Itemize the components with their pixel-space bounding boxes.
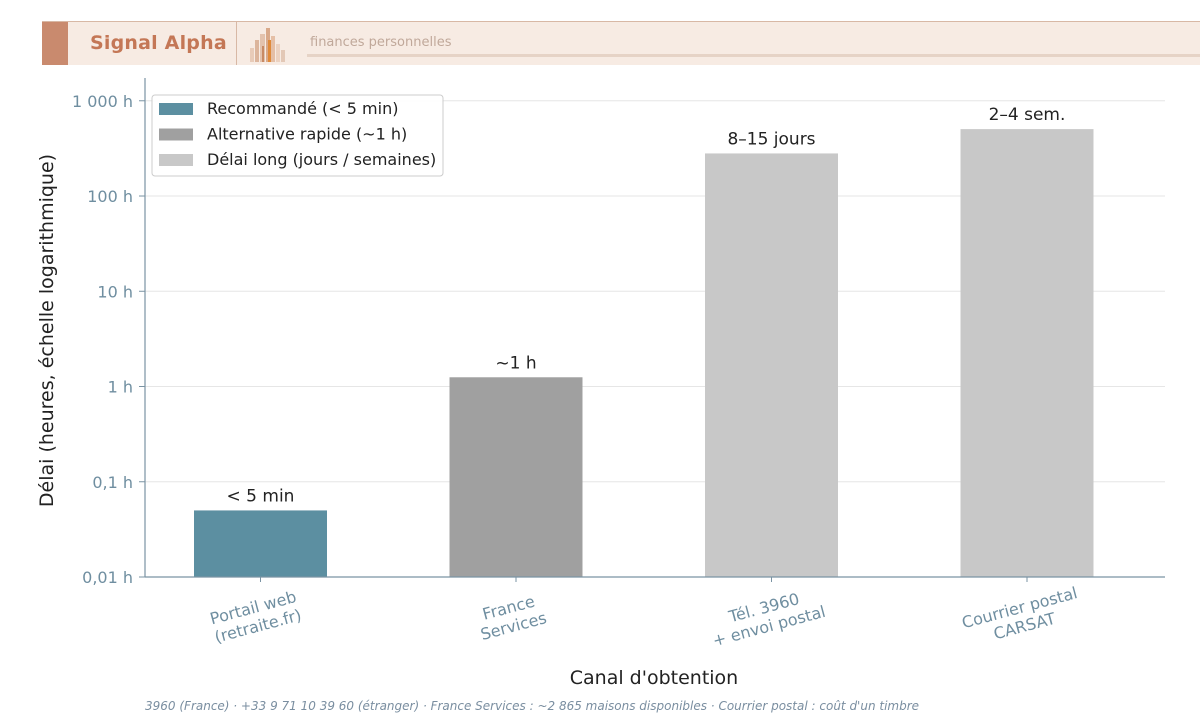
bars [194,129,1094,577]
legend: Recommandé (< 5 min) Alternative rapide (… [151,94,444,177]
x-tick-label: FranceServices [474,590,549,644]
y-tick-label: 0,1 h [92,473,133,492]
bar-value-label: ~1 h [495,353,536,373]
header-banner: Signal Alpha finances personnelles [42,21,1200,65]
y-tick-label: 1 h [108,378,133,397]
banner-accent [42,22,68,65]
x-tick-label: Courrier postalCARSAT [960,583,1085,650]
legend-swatch [159,128,193,141]
svg-text:Courrier postalCARSAT: Courrier postalCARSAT [960,583,1085,650]
bar [449,377,583,577]
bar-value-label: 8–15 jours [727,129,815,149]
tagline: finances personnelles [310,35,452,50]
x-tick-label: Tél. 3960+ envoi postal [706,583,828,650]
bar [960,129,1094,577]
y-tick-labels: 0,01 h 0,1 h 1 h 10 h 100 h 1 000 h [72,92,145,587]
bar [194,510,327,577]
x-tick-label: Portail web(retraite.fr) [208,587,304,647]
y-tick-label: 100 h [87,187,133,206]
y-axis-title: Délai (heures, échelle logarithmique) [36,154,58,507]
bar-value-label: < 5 min [227,486,295,506]
bar-value-label: 2–4 sem. [989,105,1066,125]
legend-label: Recommandé (< 5 min) [207,99,398,118]
banner-separator [236,22,237,65]
legend-swatch [159,154,193,166]
x-tick-labels: Portail web(retraite.fr) FranceServices Té… [208,577,1085,650]
delay-bar-chart: 0,01 h 0,1 h 1 h 10 h 100 h 1 000 h Portail w… [36,78,1165,689]
legend-label: Alternative rapide (~1 h) [207,125,407,144]
brand-title: Signal Alpha [90,32,227,54]
tagline-rule [307,54,1200,57]
svg-text:Tél. 3960+ envoi postal: Tél. 3960+ envoi postal [706,583,828,650]
footnote: 3960 (France) · +33 9 71 10 39 60 (étran… [145,699,920,713]
y-tick-label: 10 h [97,282,133,301]
legend-box [151,94,444,177]
axes [144,78,1165,578]
legend-label: Délai long (jours / semaines) [207,150,436,169]
data-labels: < 5 min ~1 h 8–15 jours 2–4 sem. [227,105,1066,506]
bar [705,153,838,577]
x-axis-title: Canal d'obtention [570,667,738,689]
y-tick-label: 0,01 h [82,568,133,587]
svg-text:FranceServices: FranceServices [474,590,549,644]
city-skyline-icon [250,28,285,62]
y-tick-label: 1 000 h [72,92,133,111]
legend-swatch [159,103,193,115]
svg-text:Portail web(retraite.fr): Portail web(retraite.fr) [208,587,304,647]
